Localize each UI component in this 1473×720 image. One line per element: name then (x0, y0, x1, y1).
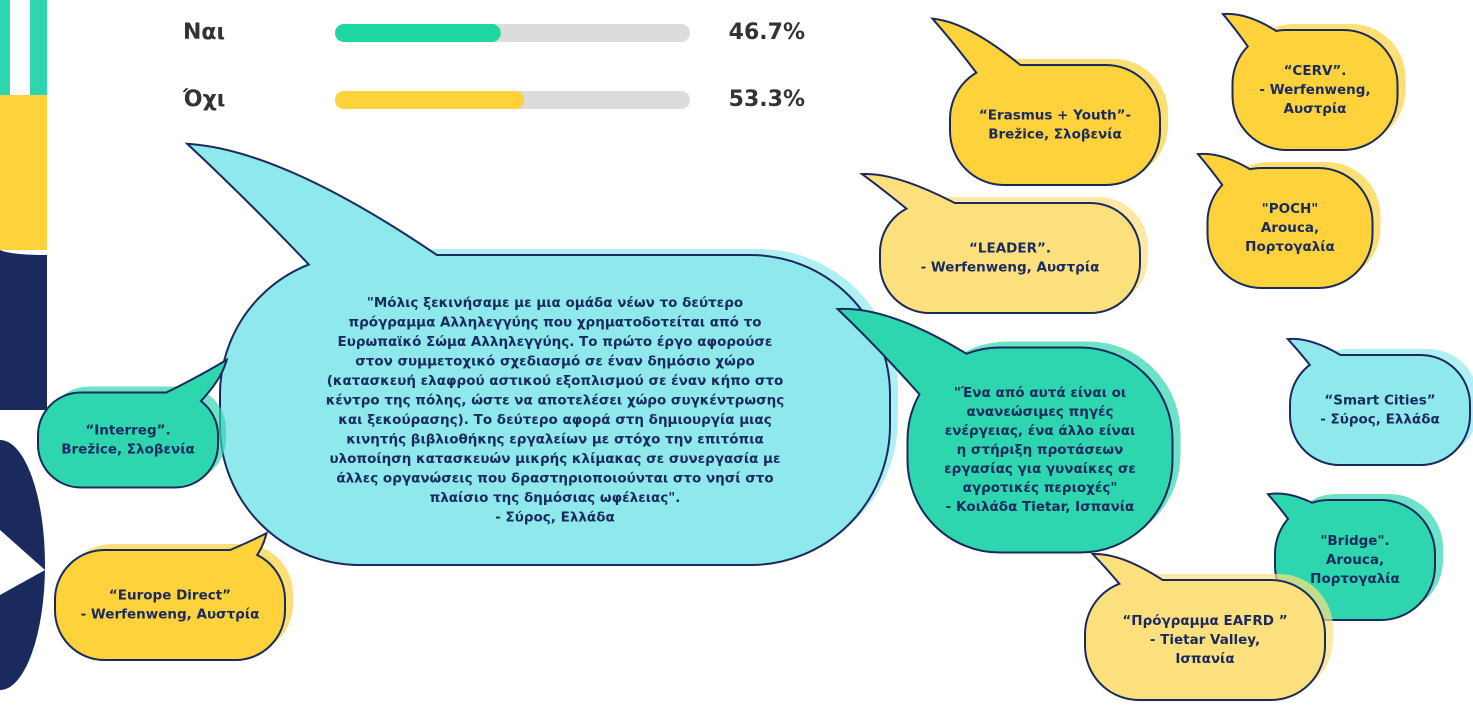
bubble-text: Brežice, Σλοβενία (988, 127, 1122, 143)
bubble-inner (953, 68, 1157, 182)
bubble-text: και ξεκούρασης). Το δεύτερο αφορά στη δη… (338, 412, 771, 428)
bubble-text: - Σύρος, Ελλάδα (495, 509, 615, 525)
bubble-text: Πορτογαλία (1245, 239, 1335, 255)
speech-bubble: "POCH" Arouca, Πορτογαλία (1195, 152, 1381, 289)
bubble-text: Αυστρία (1284, 101, 1347, 117)
bubble-text: (κατασκευή ελαφρού αστικού εξοπλισμού σε… (327, 373, 784, 389)
speech-bubble: “Interreg”. Brežice, Σλοβενία (37, 357, 229, 489)
bubble-text: “LEADER”. (969, 241, 1051, 257)
bubble-text: - Werfenweng, (1259, 82, 1370, 98)
decoration (0, 0, 47, 690)
poll-value: 46.7% (729, 20, 805, 45)
bubble-inner (41, 395, 215, 485)
bubble-text: πλαίσιο της δημόσιας ωφέλειας". (430, 490, 681, 506)
bubble-text: κινητής βιβλιοθήκης εργαλείων με στόχο τ… (346, 431, 764, 447)
poll-label: Ναι (183, 20, 225, 45)
speech-bubble: “CERV”. - Werfenweng, Αυστρία (1220, 12, 1406, 151)
bubble-text: "Ένα από αυτά είναι οι (954, 385, 1126, 401)
bubble-text: “Interreg”. (85, 423, 170, 439)
bubble-text: ενέργειας, ένα άλλο είναι (945, 423, 1136, 439)
bubble-inner (1088, 583, 1322, 697)
bubble-text: ανανεώσιμες πηγές (966, 404, 1113, 420)
bubble-text: η στήριξη προτάσεων (957, 442, 1124, 458)
poll-label: Όχι (182, 87, 225, 112)
speech-bubble: “Europe Direct” - Werfenweng, Αυστρία (54, 531, 293, 661)
bubble-text: - Tietar Valley, (1150, 632, 1260, 648)
speech-bubble: “LEADER”. - Werfenweng, Αυστρία (859, 172, 1148, 314)
bubble-text: "Μόλις ξεκινήσαμε με μια ομάδα νέων το δ… (367, 295, 743, 311)
bubble-text: "Bridge". (1320, 533, 1389, 549)
bubble-inner (1235, 33, 1395, 147)
bubble-text: κέντρο της πόλης, ώστε να αποτελέσει χώρ… (326, 392, 784, 408)
bubble-text: Arouca, (1326, 552, 1384, 568)
bubble-text: Arouca, (1261, 220, 1319, 236)
bubble-text: “Πρόγραμμα EAFRD ” (1122, 613, 1287, 629)
bubble-text: άλλες οργανώσεις που δραστηριοποιούνται … (336, 470, 773, 486)
bubble-inner (1293, 358, 1467, 462)
bubble-text: εργασίας για γυναίκες σε (944, 461, 1136, 477)
bubble-text: στον συμμετοχικό σχεδιασμό σε έναν δημόσ… (355, 353, 755, 369)
bubble-text: πρόγραμμα Αλληλεγγύης που χρηματοδοτείτα… (348, 314, 761, 330)
speech-bubble: "Μόλις ξεκινήσαμε με μια ομάδα νέων το δ… (184, 142, 898, 566)
speech-bubble: "Ένα από αυτά είναι οι ανανεώσιμες πηγές ε… (835, 307, 1181, 554)
speech-bubble: “Erasmus + Youth”- Brežice, Σλοβενία (930, 17, 1168, 186)
bubble-text: "POCH" (1262, 201, 1319, 217)
bubble-inner (1278, 503, 1432, 617)
bubble-text: “Erasmus + Youth”- (979, 108, 1131, 124)
poll-bar (335, 24, 501, 42)
speech-bubble: “Smart Cities” - Σύρος, Ελλάδα (1285, 337, 1473, 466)
bubble-inner (883, 206, 1137, 310)
bubble-text: Ευρωπαϊκό Σώμα Αλληλεγγύης. Το πρώτο έργ… (338, 334, 773, 350)
bubble-inner (1210, 171, 1370, 285)
poll-value: 53.3% (729, 87, 805, 112)
poll-bar (335, 91, 525, 109)
bubble-text: Ισπανία (1175, 651, 1234, 667)
bubble-text: - Κοιλάδα Tietar, Ισπανία (946, 499, 1135, 515)
bubble-text: αγροτικές περιοχές" (963, 480, 1118, 496)
bubble-inner (910, 350, 1170, 550)
bubble-text: - Werfenweng, Αυστρία (921, 260, 1100, 276)
bubble-text: “Smart Cities” (1324, 393, 1435, 409)
bubble-text: Brežice, Σλοβενία (61, 442, 195, 458)
bubble-text: - Werfenweng, Αυστρία (81, 607, 260, 623)
bubble-text: “Europe Direct” (109, 588, 231, 604)
bubble-text: υλοποίηση κατασκευών μικρής κλίμακας σε … (329, 451, 780, 467)
bubble-inner (223, 258, 887, 562)
bubble-text: Πορτογαλία (1310, 571, 1400, 587)
bubble-text: - Σύρος, Ελλάδα (1320, 412, 1440, 428)
speech-bubble: “Πρόγραμμα EAFRD ” - Tietar Valley, Ισπανί… (1084, 552, 1333, 701)
bubble-text: “CERV”. (1284, 63, 1347, 79)
bubble-inner (58, 553, 282, 657)
